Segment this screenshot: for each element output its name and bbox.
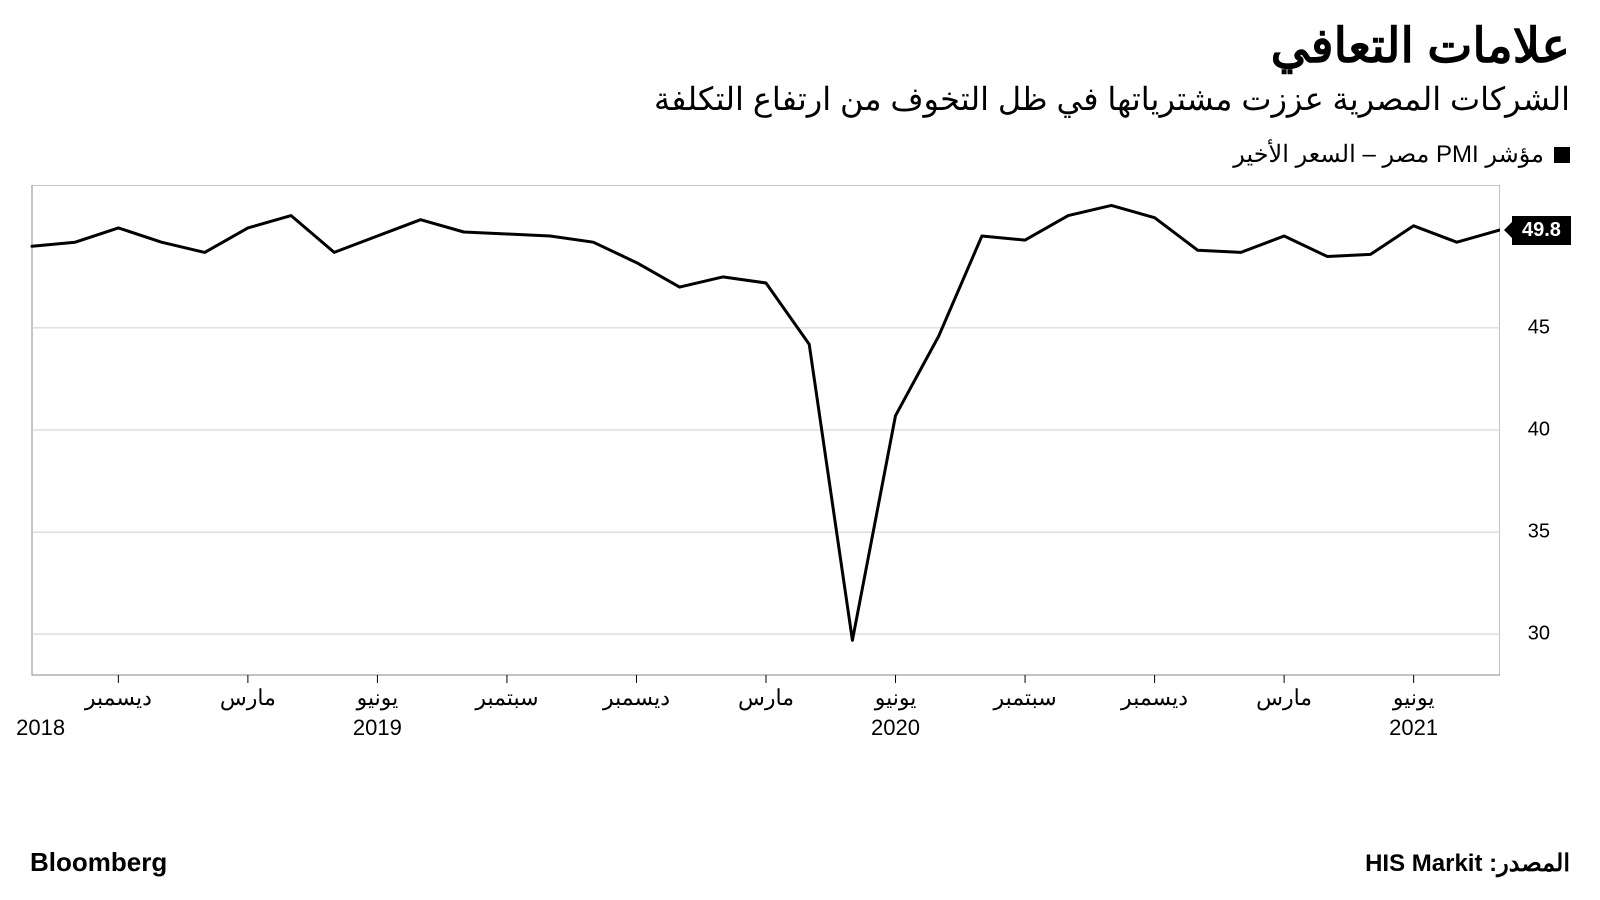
x-month-label: يونيو <box>357 685 399 711</box>
x-year-label: 2020 <box>871 715 920 741</box>
x-month-label: يونيو <box>875 685 917 711</box>
source-attribution: المصدر: HIS Markit <box>1365 849 1570 878</box>
chart-title: علامات التعافي <box>654 18 1570 74</box>
x-month-label: ديسمبر <box>1121 685 1188 711</box>
last-value-badge: 49.8 <box>1512 216 1571 245</box>
x-month-label: سبتمبر <box>993 685 1056 711</box>
x-month-label: مارس <box>1256 685 1312 711</box>
legend-label: مؤشر PMI مصر – السعر الأخير <box>1233 140 1544 169</box>
x-year-label: 2021 <box>1389 715 1438 741</box>
chart-legend: مؤشر PMI مصر – السعر الأخير <box>1233 140 1570 169</box>
chart-header: علامات التعافي الشركات المصرية عززت مشتر… <box>654 18 1570 118</box>
x-year-label: 2018 <box>16 715 65 741</box>
brand-label: Bloomberg <box>30 847 167 878</box>
y-tick-label: 40 <box>1528 419 1550 442</box>
source-label: المصدر: <box>1489 850 1570 877</box>
x-month-label: ديسمبر <box>603 685 670 711</box>
legend-marker-icon <box>1554 147 1570 163</box>
chart-subtitle: الشركات المصرية عززت مشترياتها في ظل الت… <box>654 80 1570 118</box>
y-tick-label: 45 <box>1528 316 1550 339</box>
line-chart-svg <box>30 185 1500 745</box>
source-value: HIS Markit <box>1365 850 1482 877</box>
x-month-label: ديسمبر <box>85 685 152 711</box>
x-month-label: يونيو <box>1393 685 1435 711</box>
x-month-label: مارس <box>220 685 276 711</box>
x-month-label: مارس <box>738 685 794 711</box>
x-month-label: سبتمبر <box>475 685 538 711</box>
x-year-label: 2019 <box>353 715 402 741</box>
chart-area: 49.8 ديسمبرمارسيونيوسبتمبرديسمبرمارسيوني… <box>30 185 1500 745</box>
y-tick-label: 35 <box>1528 521 1550 544</box>
y-tick-label: 30 <box>1528 623 1550 646</box>
